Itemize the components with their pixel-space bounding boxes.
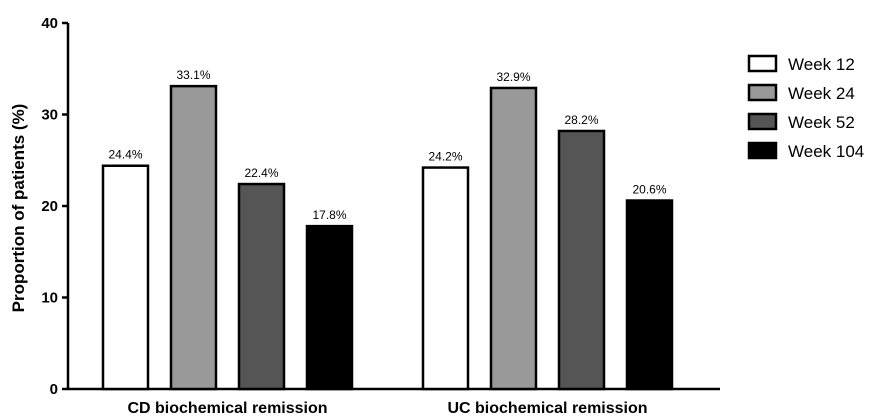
bar-week-12-cd: [101, 164, 150, 391]
y-tick-label: 40: [41, 15, 58, 32]
x-category-label: CD biochemical remission: [127, 400, 327, 416]
bar-week-24-cd: [169, 84, 218, 391]
y-ticks: 0 10 20 30 40: [41, 15, 68, 398]
data-label: 24.4%: [108, 148, 142, 162]
legend-swatch: [747, 112, 778, 131]
data-label: 24.2%: [428, 150, 462, 164]
legend-swatch: [747, 83, 778, 102]
legend-label: Week 52: [788, 113, 855, 132]
data-label: 22.4%: [244, 166, 278, 180]
bar-week-52-uc: [557, 129, 606, 391]
x-category-label: UC biochemical remission: [447, 400, 647, 416]
legend: Week 12 Week 24 Week 52 Week 104: [747, 54, 864, 161]
bar-week-52-cd: [237, 182, 286, 391]
axes: [66, 23, 720, 391]
legend-label: Week 104: [788, 142, 864, 161]
category-labels: CD biochemical remission UC biochemical r…: [127, 400, 647, 416]
data-label: 17.8%: [312, 208, 346, 222]
y-tick-label: 30: [41, 107, 58, 124]
y-tick-label: 20: [41, 198, 58, 215]
y-axis-label: Proportion of patients (%): [9, 104, 28, 313]
data-label: 32.9%: [496, 70, 530, 84]
legend-swatch: [747, 54, 778, 73]
data-label: 28.2%: [564, 113, 598, 127]
bar-week-12-uc: [421, 166, 470, 391]
bar-week-24-uc: [489, 86, 538, 391]
legend-label: Week 12: [788, 55, 855, 74]
data-label: 33.1%: [176, 68, 210, 82]
bars: [101, 84, 674, 391]
data-label: 20.6%: [632, 183, 666, 197]
legend-label: Week 24: [788, 84, 855, 103]
legend-swatch: [747, 141, 778, 160]
data-labels: 24.4% 33.1% 22.4% 17.8% 24.2% 32.9% 28.2% 20.6%: [108, 68, 666, 222]
bar-week-104-uc: [625, 199, 674, 391]
bar-week-104-cd: [305, 224, 354, 391]
y-tick-label: 0: [50, 381, 58, 398]
y-tick-label: 10: [41, 290, 58, 307]
